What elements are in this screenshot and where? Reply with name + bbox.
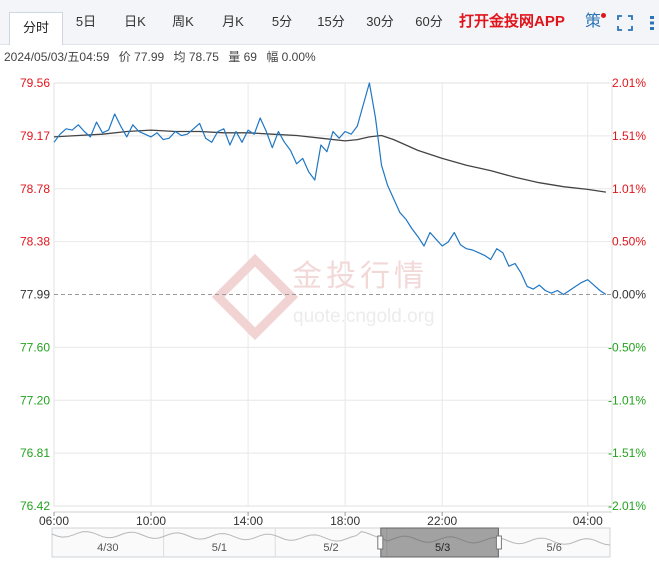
percent-tick-label: -1.51%: [608, 446, 646, 460]
y-tick-label: 79.17: [20, 129, 50, 143]
percent-tick-label: -2.01%: [608, 499, 646, 513]
percent-tick-label: 0.50%: [612, 235, 646, 249]
y-tick-label: 77.60: [20, 340, 50, 354]
time-navigator: 4/30 5/1 5/2 5/3 5/6: [51, 527, 611, 558]
percent-tick-label: -1.01%: [608, 393, 646, 407]
watermark-brand: 金投行情: [292, 259, 428, 294]
info-avg: 78.75: [188, 50, 219, 64]
watermark-logo-mark: [211, 253, 299, 341]
navigator-date-label: 5/3: [435, 542, 450, 554]
period-tab-bar: 分时 5日 日K 周K 月K 5分 15分 30分 60分 打开金投网APP 策: [0, 0, 659, 45]
tab-15-min[interactable]: 15分: [317, 14, 345, 29]
info-volume-label: 量: [228, 50, 241, 64]
y-tick-label: 76.81: [20, 446, 50, 460]
navigator-sparkline: [51, 531, 611, 546]
y-tick-label: 76.42: [20, 499, 50, 513]
y-tick-label: 77.99: [20, 288, 50, 302]
info-avg-label: 均: [173, 50, 186, 64]
info-price-label: 价: [118, 50, 131, 64]
notification-dot: [601, 13, 606, 18]
x-axis-labels: 06:00 10:00 14:00 18:00 22:00 04:00: [39, 511, 612, 528]
y-tick-label: 78.78: [20, 182, 50, 196]
tab-5-min[interactable]: 5分: [271, 14, 293, 29]
more-icon[interactable]: [649, 15, 655, 31]
navigator-date-label: 4/30: [97, 542, 118, 554]
info-volume: 69: [243, 50, 257, 64]
plot-border: [53, 82, 613, 507]
price-series: [53, 82, 607, 296]
percent-tick-label: 1.51%: [612, 129, 646, 143]
percent-tick-label: 0.00%: [612, 288, 646, 302]
fullscreen-icon[interactable]: [617, 15, 633, 31]
x-tick-label: 06:00: [39, 514, 69, 528]
info-change: 0.00%: [281, 50, 316, 64]
watermark-site: quote.cngold.org: [293, 306, 435, 327]
percent-tick-label: -0.50%: [608, 340, 646, 354]
percent-tick-label: 1.01%: [612, 182, 646, 196]
average-price-line: [53, 129, 606, 193]
y-tick-label: 79.56: [20, 76, 50, 90]
average-series: [53, 129, 606, 193]
tab-30-min[interactable]: 30分: [366, 14, 394, 29]
tab-weekly-k[interactable]: 周K: [172, 14, 194, 29]
open-app-link[interactable]: 打开金投网APP: [459, 13, 565, 30]
tab-monthly-k[interactable]: 月K: [222, 14, 244, 29]
x-tick-label: 10:00: [136, 514, 166, 528]
quote-info-line: 2024/05/03/五04:59 价 77.99 均 78.75 量 69 幅…: [4, 48, 316, 66]
tab-intraday[interactable]: 分时: [9, 12, 63, 45]
x-tick-label: 04:00: [573, 514, 603, 528]
tab-5-day[interactable]: 5日: [75, 14, 97, 29]
percent-tick-label: 2.01%: [612, 76, 646, 90]
x-tick-label: 14:00: [233, 514, 263, 528]
y-tick-label: 77.20: [20, 393, 50, 407]
navigator-handle-right[interactable]: [495, 535, 502, 550]
y-tick-label: 78.38: [20, 235, 50, 249]
chart-grid: [53, 82, 613, 507]
percent-axis-labels: 2.01% 1.51% 1.01% 0.50% 0.00% -0.50% -1.01% -1.…: [608, 76, 646, 513]
x-tick-label: 22:00: [427, 514, 457, 528]
navigator-date-label: 5/2: [323, 542, 338, 554]
price-line: [53, 82, 607, 296]
strategy-icon[interactable]: 策: [585, 13, 602, 30]
watermark: 金投行情 quote.cngold.org: [211, 253, 435, 341]
info-change-label: 幅: [266, 50, 279, 64]
tab-daily-k[interactable]: 日K: [124, 14, 146, 29]
navigator-selection[interactable]: [380, 527, 499, 558]
y-axis-labels: 79.56 79.17 78.78 78.38 77.99 77.60 77.20 76.81…: [20, 76, 50, 513]
navigator-date-label: 5/1: [212, 542, 227, 554]
info-datetime: 2024/05/03/五04:59: [4, 50, 110, 64]
navigator-frame: [51, 527, 611, 558]
tab-60-min[interactable]: 60分: [415, 14, 443, 29]
navigator-date-label: 5/6: [547, 542, 562, 554]
navigator-handle-left[interactable]: [377, 535, 384, 550]
info-price: 77.99: [134, 50, 165, 64]
x-tick-label: 18:00: [330, 514, 360, 528]
